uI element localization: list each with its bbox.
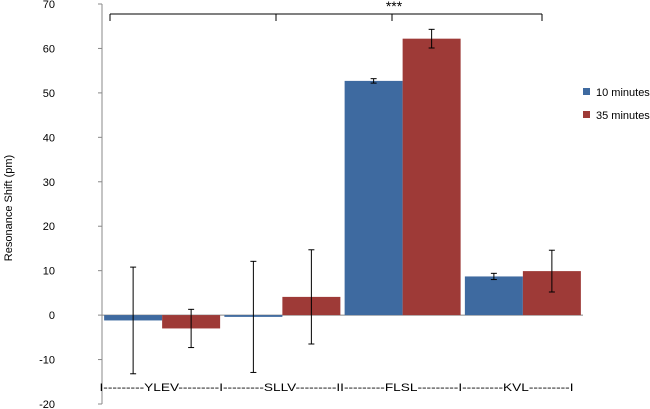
y-tick-label: 70 <box>43 0 55 11</box>
axis-layer: -20 -10 0 10 20 30 40 50 60 70 <box>39 0 583 409</box>
legend-label: 35 minutes <box>596 110 650 122</box>
y-tick-label: 30 <box>43 177 55 189</box>
y-axis-title: Resonance Shift (pm) <box>3 155 15 261</box>
y-tick-label: 50 <box>43 88 55 100</box>
legend: 10 minutes 35 minutes <box>583 87 650 122</box>
bar <box>344 80 403 316</box>
significance-bracket <box>109 13 543 21</box>
y-tick-label: 60 <box>43 43 55 55</box>
bars-layer <box>104 38 581 329</box>
y-tick-label: 40 <box>43 132 55 144</box>
y-tick-label: -10 <box>39 355 55 367</box>
error-bars-layer <box>130 28 555 375</box>
bar <box>464 276 523 316</box>
legend-label: 10 minutes <box>596 87 650 99</box>
y-tick-label: 10 <box>43 266 55 278</box>
y-tick-label: 0 <box>49 310 55 322</box>
significance-label: *** <box>386 0 403 14</box>
y-tick-label: -20 <box>39 399 55 409</box>
y-tick-label: 20 <box>43 221 55 233</box>
legend-swatch <box>583 111 590 118</box>
category-axis-labels: I---------YLEV---------I---------SLLV---… <box>100 382 574 394</box>
bar <box>402 38 461 316</box>
legend-swatch <box>583 88 590 95</box>
